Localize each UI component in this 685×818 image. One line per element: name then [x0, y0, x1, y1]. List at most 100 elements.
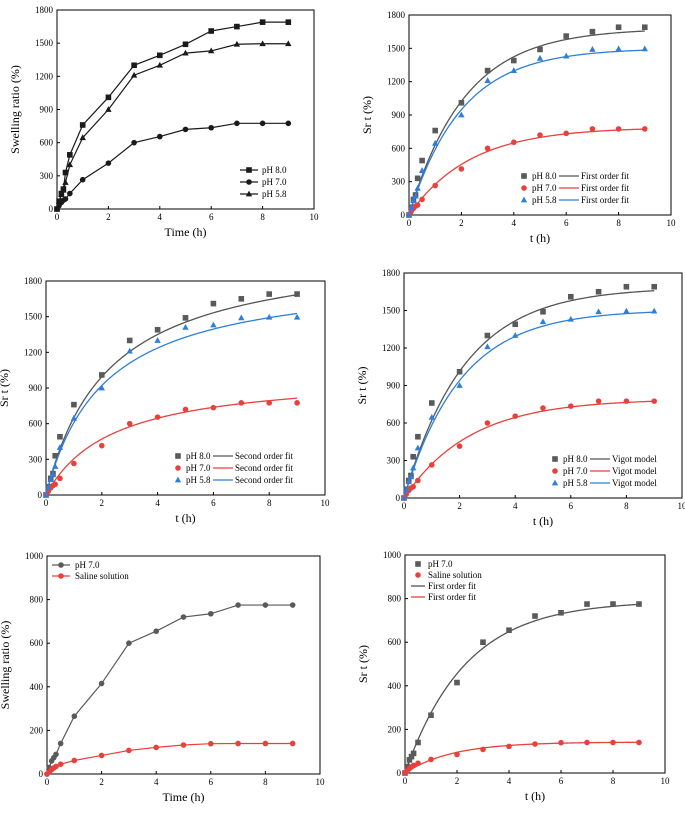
- data-point: [410, 197, 417, 203]
- data-point: [511, 139, 517, 146]
- fit-curve: [404, 603, 640, 774]
- data-point: [71, 401, 77, 408]
- data-point: [126, 347, 133, 354]
- data-point: [458, 99, 465, 106]
- data-point: [259, 120, 266, 127]
- data-point: [67, 190, 73, 197]
- x-tick-label: 0: [44, 498, 49, 508]
- y-tick-label: 0: [397, 768, 402, 778]
- data-point: [266, 400, 273, 406]
- data-point: [157, 133, 163, 140]
- legend-label: pH 7.0: [75, 560, 100, 570]
- data-point: [52, 481, 59, 488]
- data-point: [563, 130, 569, 137]
- data-point: [484, 343, 491, 350]
- data-point: [642, 24, 648, 31]
- legend-label: Saline solution: [75, 571, 129, 581]
- data-point: [405, 211, 413, 218]
- y-axis-label: Swelling ratio (%): [8, 65, 22, 154]
- data-point: [182, 406, 189, 413]
- y-tick-label: 900: [387, 381, 401, 391]
- data-point: [289, 602, 296, 608]
- data-point: [234, 23, 240, 30]
- chart-panel-a: 0 2 4 6 8 10 0 300 600 900 1200 1500 1800 Time (h) Swe…: [8, 5, 319, 239]
- x-tick-label: 6: [209, 212, 214, 222]
- data-point: [235, 602, 241, 608]
- legend: pH 8.0 First order fit pH 7.0 First order f…: [520, 171, 629, 205]
- data-point: [259, 19, 266, 25]
- y-tick-label: 800: [388, 594, 402, 604]
- data-point: [642, 126, 648, 132]
- y-tick-label: 900: [29, 383, 43, 393]
- data-point: [410, 762, 417, 769]
- data-point: [79, 134, 86, 141]
- legend-fit-label: Vigot model: [612, 454, 657, 464]
- data-point: [536, 54, 544, 61]
- series-ph-7-0: [54, 120, 292, 212]
- data-point: [651, 307, 658, 314]
- legend-marker: [552, 456, 558, 462]
- data-point: [52, 452, 59, 459]
- x-tick-label: 4: [154, 777, 159, 787]
- legend-label: First order fit: [428, 592, 476, 602]
- y-tick-label: 600: [388, 637, 402, 647]
- y-tick-label: 1500: [387, 43, 406, 53]
- x-tick-label: 6: [559, 776, 564, 786]
- data-point: [55, 198, 63, 205]
- legend-label: pH 7.0: [532, 183, 557, 193]
- legend-marker: [246, 179, 252, 185]
- data-point: [66, 161, 74, 168]
- data-point: [623, 283, 630, 290]
- x-axis-label: Time (h): [163, 790, 205, 804]
- data-point: [558, 739, 564, 746]
- y-tick-label: 300: [392, 177, 406, 187]
- data-point: [208, 28, 214, 34]
- data-point: [154, 337, 161, 343]
- data-point: [157, 52, 163, 59]
- data-point: [47, 476, 54, 482]
- data-point: [589, 28, 596, 35]
- data-point: [506, 627, 512, 634]
- data-point: [408, 753, 415, 760]
- data-point: [484, 332, 491, 339]
- x-axis-label: t (h): [530, 231, 550, 245]
- data-point: [414, 184, 421, 191]
- x-tick-label: 6: [564, 218, 569, 228]
- y-axis-label: Swelling ratio (%): [0, 621, 12, 710]
- legend-label: pH 7.0: [186, 463, 211, 473]
- x-tick-label: 8: [260, 212, 265, 222]
- data-point: [57, 761, 64, 767]
- data-point: [568, 293, 574, 300]
- data-point: [415, 760, 421, 766]
- series-ph-7-0: [44, 602, 296, 777]
- legend-marker: [245, 190, 253, 197]
- y-tick-label: 1500: [382, 306, 401, 316]
- fit-curve: [408, 49, 645, 216]
- data-point: [126, 747, 132, 754]
- data-point: [57, 433, 63, 440]
- x-tick-label: 10: [661, 776, 671, 786]
- data-point: [105, 94, 112, 101]
- legend-fit-label: Second order fit: [235, 475, 293, 485]
- x-tick-label: 6: [569, 501, 574, 511]
- data-point: [62, 179, 69, 185]
- data-point: [615, 45, 622, 52]
- legend-label: First order fit: [428, 581, 476, 591]
- x-tick-label: 4: [155, 498, 160, 508]
- data-point: [266, 291, 272, 297]
- legend-marker: [175, 453, 181, 459]
- data-point: [238, 400, 245, 406]
- x-tick-label: 2: [106, 212, 111, 222]
- data-point: [238, 314, 245, 321]
- legend-label: pH 8.0: [563, 454, 588, 464]
- data-point: [42, 491, 50, 498]
- data-point: [537, 132, 543, 138]
- legend-label: pH 5.8: [563, 478, 588, 488]
- data-point: [414, 202, 421, 208]
- x-axis-label: t (h): [533, 514, 553, 528]
- series-ph-5-8: [53, 40, 292, 212]
- legend: pH 8.0 Second order fit pH 7.0 Second order…: [174, 451, 293, 485]
- y-tick-label: 0: [396, 493, 401, 503]
- data-point: [410, 453, 416, 460]
- series-ph-8-0: [54, 19, 292, 212]
